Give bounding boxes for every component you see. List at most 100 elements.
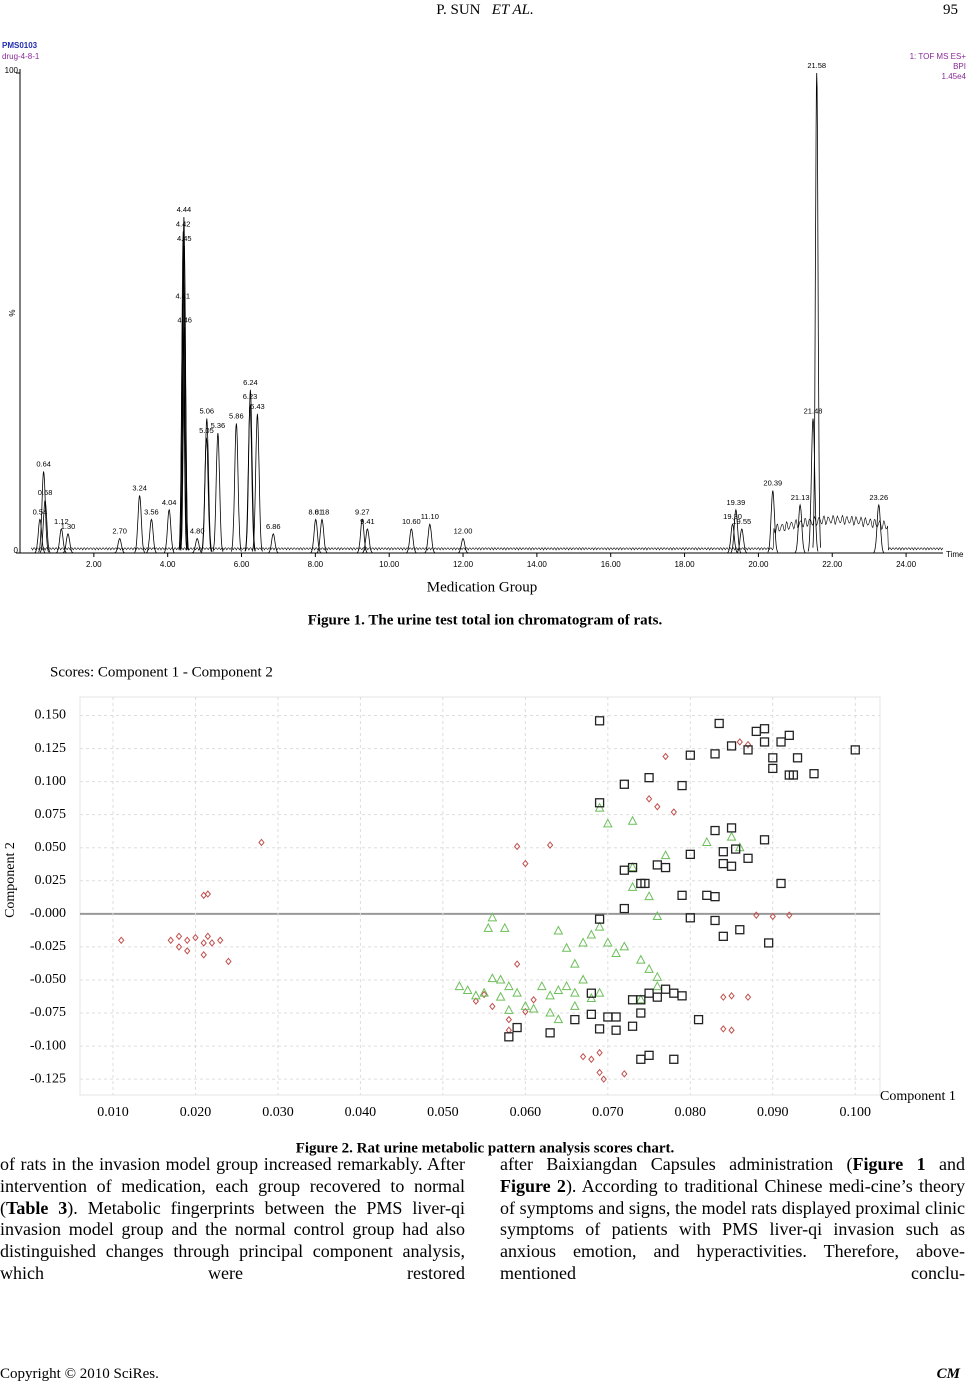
point [645, 795, 653, 803]
point [768, 753, 778, 763]
point [652, 910, 663, 920]
peak-label: 21.58 [807, 61, 826, 70]
point [710, 825, 720, 836]
point [726, 823, 737, 833]
y-tick-label: 0.100 [35, 774, 67, 789]
point [167, 936, 174, 945]
point [702, 890, 712, 900]
peak-label: 19.39 [726, 498, 745, 507]
point [693, 1014, 704, 1025]
point [710, 915, 720, 926]
peak-label: 6.43 [250, 402, 265, 411]
peak [458, 538, 469, 554]
peak-label: 8.01 [308, 507, 323, 516]
peak [245, 389, 256, 552]
point [471, 990, 481, 1000]
peak-label: 0.68 [38, 488, 53, 497]
peak [38, 471, 49, 553]
point [644, 773, 654, 783]
x-tick-label: 0.060 [510, 1105, 542, 1120]
point [644, 891, 654, 901]
y-tick-label: -0.000 [30, 906, 66, 921]
point [718, 858, 728, 869]
point [118, 936, 125, 945]
peak [252, 413, 263, 552]
peak-label: 10.60 [402, 517, 421, 526]
point [570, 1000, 580, 1010]
point [184, 936, 191, 945]
bold-text: Table 3 [6, 1197, 68, 1218]
point [714, 718, 724, 729]
point [611, 947, 621, 958]
x-tick-label: 0.100 [840, 1105, 872, 1120]
peak [268, 533, 279, 554]
x-tick-label: 6.00 [234, 560, 250, 569]
point [528, 1003, 539, 1013]
copyright: Copyright © 2010 SciRes. [0, 1366, 159, 1382]
x-tick-label: 16.00 [601, 560, 622, 569]
point [636, 1008, 646, 1018]
point [504, 1032, 514, 1042]
point [685, 750, 695, 760]
point [654, 802, 661, 811]
body-right: after Baixiangdan Capsules administratio… [500, 1154, 965, 1285]
y-label: Component 2 [3, 842, 18, 918]
peak-label: 5.86 [229, 411, 244, 420]
point [522, 859, 529, 868]
point [479, 987, 489, 997]
point [513, 960, 521, 968]
point [553, 984, 564, 995]
point [487, 912, 498, 922]
point [472, 997, 480, 1005]
point [636, 995, 646, 1005]
point [588, 1055, 595, 1064]
point [217, 936, 224, 945]
peak-label: 19.30 [723, 512, 742, 521]
point [596, 1068, 603, 1077]
x-tick-label: 22.00 [822, 560, 843, 569]
point [652, 860, 662, 870]
peak-label: 3.24 [132, 483, 147, 492]
point [627, 815, 638, 825]
peak-label: 5.36 [211, 421, 226, 430]
point [764, 938, 774, 948]
point [710, 749, 720, 759]
point [553, 925, 564, 935]
point [621, 1070, 628, 1078]
point [594, 716, 605, 726]
point [701, 836, 712, 846]
point [726, 861, 737, 871]
point [225, 957, 232, 966]
point [677, 780, 687, 791]
x-tick-label: 20.00 [748, 560, 769, 569]
x-tick-label: 0.040 [345, 1105, 377, 1120]
peak [812, 72, 821, 548]
point [454, 981, 465, 991]
point [200, 951, 207, 959]
point [578, 974, 588, 984]
point [759, 737, 770, 747]
peak [163, 508, 175, 553]
chromatogram: Figure 1. The urine test total ion chrom… [2, 41, 967, 628]
point [512, 1022, 522, 1033]
point [640, 878, 650, 889]
point [603, 818, 613, 828]
point [603, 937, 613, 947]
author: P. SUN [436, 2, 481, 18]
point [718, 847, 728, 857]
y-label: % [8, 309, 17, 316]
point [520, 1000, 531, 1010]
peak-label: 2.70 [112, 527, 127, 536]
x-tick-label: 14.00 [527, 560, 548, 569]
peak [807, 418, 819, 552]
y-tick-label: -0.025 [30, 939, 66, 954]
point [594, 1024, 605, 1034]
point [545, 1007, 555, 1017]
x-tick-label: 0.030 [262, 1105, 294, 1120]
point [594, 921, 605, 931]
peak [201, 418, 213, 552]
point [736, 738, 743, 746]
point [776, 878, 786, 889]
point [175, 943, 183, 951]
point [586, 988, 596, 998]
